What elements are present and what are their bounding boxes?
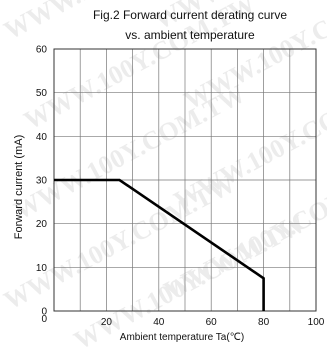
derating-curve-line	[54, 178, 265, 311]
y-tick-label: 30	[36, 176, 48, 187]
y-tick-label: 60	[36, 45, 48, 56]
y-axis-label: Forward current (mA)	[13, 135, 25, 240]
y-tick-label: 50	[36, 88, 48, 99]
x-tick-label: 40	[153, 317, 165, 328]
y-tick-label: 20	[36, 219, 48, 230]
y-tick-label: 10	[36, 263, 48, 274]
origin-tick-label: 0	[41, 314, 47, 325]
axes: 0 10 20 30 40 50 60 20 40 60 80 100 0	[36, 45, 325, 329]
x-tick-label: 80	[258, 317, 270, 328]
x-tick-label: 20	[101, 317, 113, 328]
y-tick-label: 0	[41, 307, 47, 318]
y-tick-label: 40	[36, 132, 48, 143]
chart-title: Fig.2 Forward current derating curve	[93, 8, 287, 22]
grid	[54, 49, 316, 311]
series-layer	[54, 178, 265, 311]
x-tick-label: 60	[206, 317, 218, 328]
x-axis-label: Ambient temperature Ta(℃)	[120, 332, 244, 343]
chart-subtitle: vs. ambient temperature	[125, 28, 255, 42]
x-tick-label: 100	[308, 317, 325, 328]
